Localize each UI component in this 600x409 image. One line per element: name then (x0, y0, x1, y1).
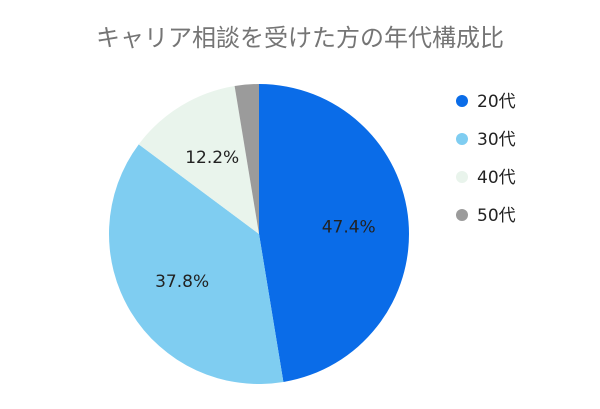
legend-label-3: 40代 (477, 168, 516, 188)
legend-swatch-3 (456, 171, 468, 183)
slice-data-label-3: 12.2% (185, 148, 239, 168)
pie-slice-2 (108, 144, 284, 385)
legend-swatch-4 (456, 209, 468, 221)
legend: 20代 30代 40代 50代 (456, 92, 516, 226)
pie-slice-3 (138, 85, 259, 235)
legend-swatch-1 (456, 95, 468, 107)
legend-label-2: 30代 (477, 130, 516, 150)
pie-slice-1 (259, 84, 410, 383)
legend-swatch-2 (456, 133, 468, 145)
chart-title: キャリア相談を受けた方の年代構成比 (96, 24, 504, 52)
legend-label-4: 50代 (477, 206, 516, 226)
legend-label-1: 20代 (477, 92, 516, 112)
slice-data-label-1: 47.4% (322, 218, 376, 238)
slice-data-label-2: 37.8% (155, 272, 209, 292)
pie-slice-labels: 47.4% 37.8% 12.2% (155, 148, 376, 292)
pie-slice-4 (234, 84, 259, 234)
pie-slices (108, 84, 410, 385)
